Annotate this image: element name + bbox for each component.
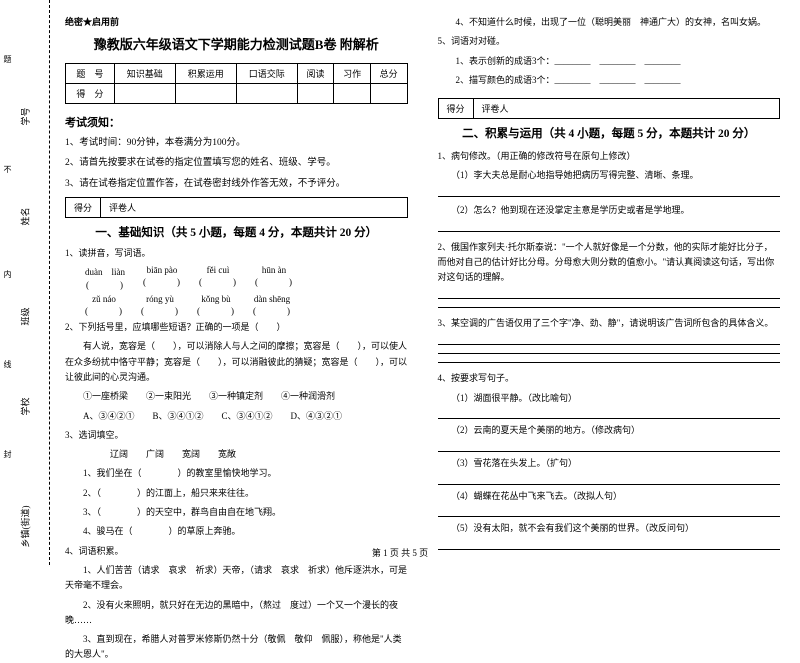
score-table: 题 号 知识基础 积累运用 口语交际 阅读 习作 总分 得 分 [65, 63, 408, 104]
notice-1: 1、考试时间：90分钟，本卷满分为100分。 [65, 136, 408, 150]
q5: 5、词语对对碰。 [438, 34, 781, 49]
blank-line [438, 547, 781, 550]
q1: 1、读拼音，写词语。 [65, 246, 408, 261]
q4-a: 1、人们苦苦（请求 哀求 祈求）天帝，（请求 哀求 祈求）他斥逐洪水，可是天帝毫… [65, 563, 408, 594]
q2-text: 有人说，宽容是（ ），可以消除人与人之间的摩擦；宽容是（ ），可以使人在众多纷扰… [65, 339, 408, 385]
s2-q1b: （2）怎么？他到现在还没掌定主意是学历史或者是学地理。 [438, 203, 781, 218]
binding-label-township: 乡镇(街道) [18, 506, 31, 548]
blank-line [438, 194, 781, 197]
blank-line [438, 351, 781, 354]
q3-a: 1、我们坐在（ ）的教室里愉快地学习。 [65, 466, 408, 481]
confidential-label: 绝密★启用前 [65, 15, 408, 28]
score-row2-label: 得 分 [66, 84, 115, 104]
scorer-score: 得分 [66, 198, 101, 217]
score-header-2: 积累运用 [175, 64, 236, 84]
s2-q4d: （4）蝴蝶在花丛中飞来飞去。（改拟人句） [438, 489, 781, 504]
score-header-0: 题 号 [66, 64, 115, 84]
s2-q4c: （3）雪花落在头发上。（扩句） [438, 456, 781, 471]
q3-b: 2、（ ）的江面上，船只来来往往。 [65, 486, 408, 501]
q4-d: 4、不知道什么时候，出现了一位（聪明美丽 神通广大）的女神，名叫女娲。 [438, 15, 781, 30]
blank-line [438, 481, 781, 484]
binding-label-class: 班级 [18, 307, 31, 325]
blank-line [438, 341, 781, 344]
scorer-person-2: 评卷人 [474, 99, 517, 118]
q5-b: 2、描写颜色的成语3个：________ ________ ________ [438, 73, 781, 88]
scorer-score-2: 得分 [439, 99, 474, 118]
s2-q3: 3、某空调的广告语仅用了三个字"净、劲、静"，请说明该广告词所包含的具体含义。 [438, 316, 781, 331]
score-header-6: 总分 [370, 64, 407, 84]
blank-line [438, 514, 781, 517]
blank-line [438, 360, 781, 363]
blank-line [438, 449, 781, 452]
q4: 4、词语积累。 [65, 544, 408, 559]
s2-q1a: （1）李大夫总是耐心地指导她把病历写得完整、清晰、条理。 [438, 168, 781, 183]
q3-d: 4、骏马在（ ）的草原上奔驰。 [65, 524, 408, 539]
scorer-box-1: 得分 评卷人 [65, 197, 408, 218]
score-header-5: 习作 [334, 64, 371, 84]
notice-title: 考试须知： [65, 114, 408, 130]
s2-q2: 2、俄国作家列夫·托尔斯泰说："一个人就好像是一个分数，他的实际才能好比分子，而… [438, 240, 781, 286]
binding-label-school: 学校 [18, 397, 31, 415]
pinyin-row-2: zǔ náo( ) róng yù( ) kǒng bù( ) dàn shēn… [85, 294, 408, 317]
score-header-4: 阅读 [297, 64, 334, 84]
fold-not: 不 [2, 165, 13, 173]
q4-c: 3、直到现在，希腊人对普罗米修斯仍然十分（敬佩 敬仰 佩服），称他是"人类的大恩… [65, 632, 408, 663]
q5-a: 1、表示创新的成语3个：________ ________ ________ [438, 54, 781, 69]
notice-2: 2、请首先按要求在试卷的指定位置填写您的姓名、班级、学号。 [65, 156, 408, 170]
main-content: 绝密★启用前 豫教版六年级语文下学期能力检测试题B卷 附解析 题 号 知识基础 … [50, 0, 800, 565]
blank-line [438, 228, 781, 231]
binding-label-id: 学号 [18, 107, 31, 125]
q2-options: ①一座桥梁 ②一束阳光 ③一种镇定剂 ④一种润滑剂 [65, 389, 408, 404]
blank-line [438, 305, 781, 308]
exam-title: 豫教版六年级语文下学期能力检测试题B卷 附解析 [65, 34, 408, 53]
q3: 3、选词填空。 [65, 428, 408, 443]
section-1-title: 一、基础知识（共 5 小题，每题 4 分，本题共计 20 分） [65, 224, 408, 240]
score-header-3: 口语交际 [236, 64, 297, 84]
s2-q4e: （5）没有太阳，就不会有我们这个美丽的世界。（改反问句） [438, 521, 781, 536]
q4-b: 2、没有火来照明，就只好在无边的黑暗中，（熬过 度过）一个又一个漫长的夜晚…… [65, 598, 408, 629]
fold-inside: 内 [2, 270, 13, 278]
scorer-person: 评卷人 [101, 198, 144, 217]
pinyin-row-1: duàn liàn( ) biān pào( ) fěi cuì( ) hūn … [85, 265, 408, 291]
fold-line: 线 [2, 360, 13, 368]
q2-choices: A、③④②① B、③④①② C、③④①② D、④③②① [65, 409, 408, 424]
s2-q4a: （1）湖面很平静。（改比喻句） [438, 391, 781, 406]
blank-line [438, 416, 781, 419]
binding-label-name: 姓名 [18, 207, 31, 225]
score-header-1: 知识基础 [114, 64, 175, 84]
page-footer: 第 1 页 共 5 页 [372, 546, 428, 559]
binding-margin: 乡镇(街道) 封 学校 线 班级 内 姓名 不 学号 题 [0, 0, 50, 565]
left-column: 绝密★启用前 豫教版六年级语文下学期能力检测试题B卷 附解析 题 号 知识基础 … [65, 15, 408, 550]
fold-question: 题 [2, 55, 13, 63]
right-column: 4、不知道什么时候，出现了一位（聪明美丽 神通广大）的女神，名叫女娲。 5、词语… [438, 15, 781, 550]
s2-q1: 1、病句修改。（用正确的修改符号在原句上修改） [438, 149, 781, 164]
scorer-box-2: 得分 评卷人 [438, 98, 781, 119]
notice-3: 3、请在试卷指定位置作答，在试卷密封线外作答无效，不予评分。 [65, 177, 408, 191]
q3-words: 辽阔 广阔 宽阔 宽敞 [65, 447, 408, 462]
s2-q4b: （2）云南的夏天是个美丽的地方。（修改病句） [438, 423, 781, 438]
q2: 2、下列括号里，应填哪些短语？正确的一项是（ ） [65, 320, 408, 335]
blank-line [438, 295, 781, 298]
fold-seal: 封 [2, 450, 13, 458]
section-2-title: 二、积累与运用（共 4 小题，每题 5 分，本题共计 20 分） [438, 125, 781, 141]
s2-q4: 4、按要求写句子。 [438, 371, 781, 386]
q3-c: 3、（ ）的天空中，群鸟自由自在地飞翔。 [65, 505, 408, 520]
